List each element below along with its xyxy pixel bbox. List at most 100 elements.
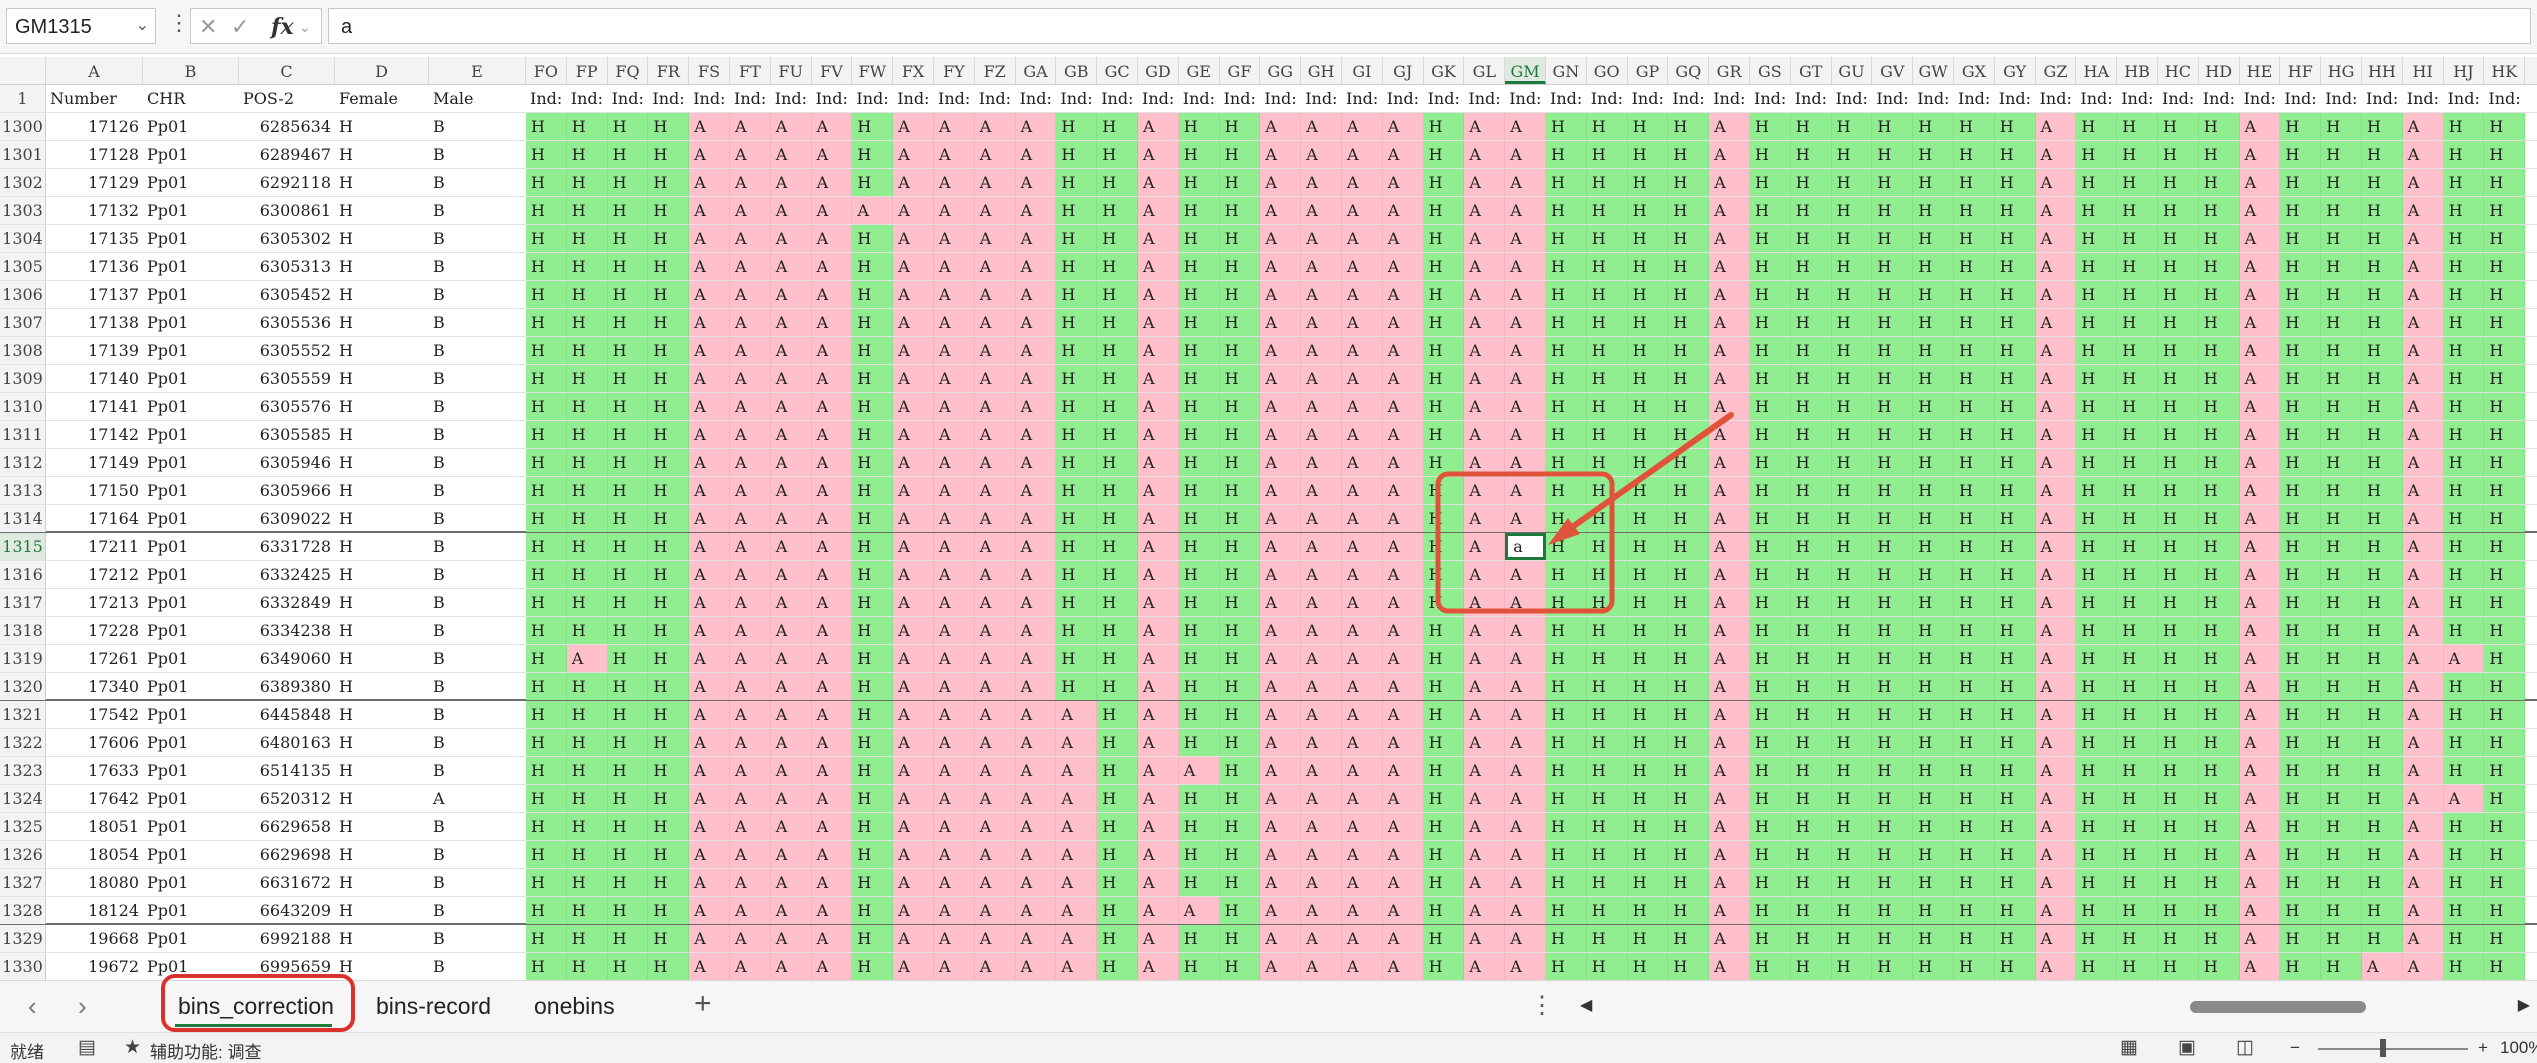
genotype-cell[interactable]: A: [1382, 281, 1424, 308]
genotype-cell[interactable]: H: [1872, 897, 1914, 924]
genotype-cell[interactable]: A: [893, 953, 934, 980]
genotype-cell[interactable]: H: [1872, 477, 1914, 504]
genotype-cell[interactable]: H: [1627, 645, 1669, 672]
genotype-cell[interactable]: A: [1709, 169, 1750, 196]
genotype-cell[interactable]: A: [730, 337, 771, 364]
genotype-cell[interactable]: A: [1260, 225, 1302, 252]
genotype-cell[interactable]: H: [1178, 337, 1220, 364]
genotype-cell[interactable]: H: [1219, 169, 1261, 196]
genotype-cell[interactable]: H: [566, 197, 608, 224]
genotype-cell[interactable]: A: [730, 757, 771, 784]
genotype-cell[interactable]: H: [1097, 729, 1138, 756]
genotype-cell[interactable]: H: [1668, 617, 1710, 644]
genotype-cell[interactable]: A: [1015, 953, 1057, 980]
genotype-cell[interactable]: H: [2321, 141, 2362, 168]
tab-scroll-left-icon[interactable]: ‹: [28, 991, 37, 1021]
genotype-cell[interactable]: A: [934, 225, 975, 252]
genotype-cell[interactable]: A: [811, 617, 853, 644]
genotype-cell[interactable]: H: [2484, 449, 2526, 476]
genotype-cell[interactable]: A: [893, 393, 934, 420]
genotype-cell[interactable]: H: [1790, 701, 1832, 728]
genotype-cell[interactable]: A: [689, 337, 730, 364]
row-number[interactable]: 1309: [0, 365, 46, 392]
genotype-cell[interactable]: H: [2484, 309, 2526, 336]
genotype-cell[interactable]: H: [1913, 225, 1954, 252]
genotype-cell[interactable]: H: [2321, 449, 2362, 476]
genotype-cell[interactable]: H: [2280, 589, 2322, 616]
genotype-cell[interactable]: H: [2076, 253, 2118, 280]
genotype-cell[interactable]: H: [2076, 505, 2118, 532]
cell-chr[interactable]: Pp01: [147, 201, 189, 220]
genotype-cell[interactable]: H: [2198, 589, 2240, 616]
genotype-cell[interactable]: H: [2484, 393, 2526, 420]
genotype-cell[interactable]: H: [1097, 393, 1138, 420]
genotype-cell[interactable]: H: [2158, 365, 2199, 392]
cell-chr[interactable]: Pp01: [147, 369, 189, 388]
genotype-cell[interactable]: H: [1097, 673, 1138, 700]
header-cell-ind[interactable]: Ind:: [1672, 89, 1705, 108]
genotype-cell[interactable]: H: [1913, 365, 1954, 392]
row-number[interactable]: 1315: [0, 533, 46, 560]
genotype-cell[interactable]: A: [770, 701, 812, 728]
genotype-cell[interactable]: H: [1750, 729, 1791, 756]
genotype-cell[interactable]: H: [2443, 253, 2485, 280]
row-number[interactable]: 1307: [0, 309, 46, 336]
genotype-cell[interactable]: H: [852, 869, 894, 896]
column-header-hk[interactable]: HK: [2484, 57, 2526, 84]
genotype-cell[interactable]: H: [2076, 337, 2118, 364]
genotype-cell[interactable]: A: [2035, 281, 2077, 308]
genotype-cell[interactable]: H: [2076, 785, 2118, 812]
genotype-cell[interactable]: A: [1382, 785, 1424, 812]
genotype-cell[interactable]: H: [2443, 757, 2485, 784]
genotype-cell[interactable]: H: [526, 449, 567, 476]
genotype-cell[interactable]: H: [2484, 925, 2526, 952]
genotype-cell[interactable]: H: [1831, 869, 1873, 896]
genotype-cell[interactable]: A: [730, 449, 771, 476]
genotype-cell[interactable]: H: [2362, 337, 2403, 364]
genotype-cell[interactable]: H: [1994, 365, 2036, 392]
genotype-cell[interactable]: A: [2402, 281, 2444, 308]
genotype-cell[interactable]: A: [1015, 925, 1057, 952]
genotype-cell[interactable]: A: [1505, 253, 1546, 280]
genotype-cell[interactable]: A: [2035, 869, 2077, 896]
genotype-cell[interactable]: H: [1954, 309, 1995, 336]
genotype-cell[interactable]: A: [1505, 785, 1546, 812]
genotype-cell[interactable]: H: [1750, 757, 1791, 784]
genotype-cell[interactable]: A: [770, 421, 812, 448]
genotype-cell[interactable]: A: [974, 421, 1016, 448]
genotype-cell[interactable]: A: [770, 897, 812, 924]
header-cell-ind[interactable]: Ind:: [530, 89, 563, 108]
genotype-cell[interactable]: A: [1260, 897, 1302, 924]
cell-chr[interactable]: Pp01: [147, 733, 189, 752]
genotype-cell[interactable]: H: [1668, 953, 1710, 980]
genotype-cell[interactable]: A: [689, 757, 730, 784]
genotype-cell[interactable]: A: [811, 953, 853, 980]
genotype-cell[interactable]: H: [1546, 169, 1587, 196]
genotype-cell[interactable]: A: [1709, 337, 1750, 364]
genotype-cell[interactable]: A: [1260, 701, 1302, 728]
genotype-cell[interactable]: H: [648, 897, 690, 924]
genotype-cell[interactable]: A: [2402, 365, 2444, 392]
genotype-cell[interactable]: H: [1790, 449, 1832, 476]
genotype-cell[interactable]: H: [2443, 477, 2485, 504]
cell-male[interactable]: B: [433, 537, 445, 556]
genotype-cell[interactable]: A: [1342, 813, 1383, 840]
header-cell-ind[interactable]: Ind:: [897, 89, 930, 108]
genotype-cell[interactable]: A: [1301, 141, 1342, 168]
genotype-cell[interactable]: H: [1178, 141, 1220, 168]
genotype-cell[interactable]: H: [2484, 561, 2526, 588]
column-header-gk[interactable]: GK: [1424, 57, 1465, 84]
genotype-cell[interactable]: A: [1464, 113, 1506, 140]
genotype-cell[interactable]: H: [566, 281, 608, 308]
genotype-cell[interactable]: H: [2076, 673, 2118, 700]
genotype-cell[interactable]: H: [1546, 225, 1587, 252]
genotype-cell[interactable]: H: [1097, 169, 1138, 196]
genotype-cell[interactable]: A: [770, 169, 812, 196]
genotype-cell[interactable]: A: [1464, 617, 1506, 644]
genotype-cell[interactable]: A: [1505, 701, 1546, 728]
genotype-cell[interactable]: H: [2158, 561, 2199, 588]
genotype-cell[interactable]: H: [2321, 197, 2362, 224]
genotype-cell[interactable]: A: [934, 477, 975, 504]
genotype-cell[interactable]: H: [1056, 505, 1098, 532]
genotype-cell[interactable]: H: [1668, 421, 1710, 448]
